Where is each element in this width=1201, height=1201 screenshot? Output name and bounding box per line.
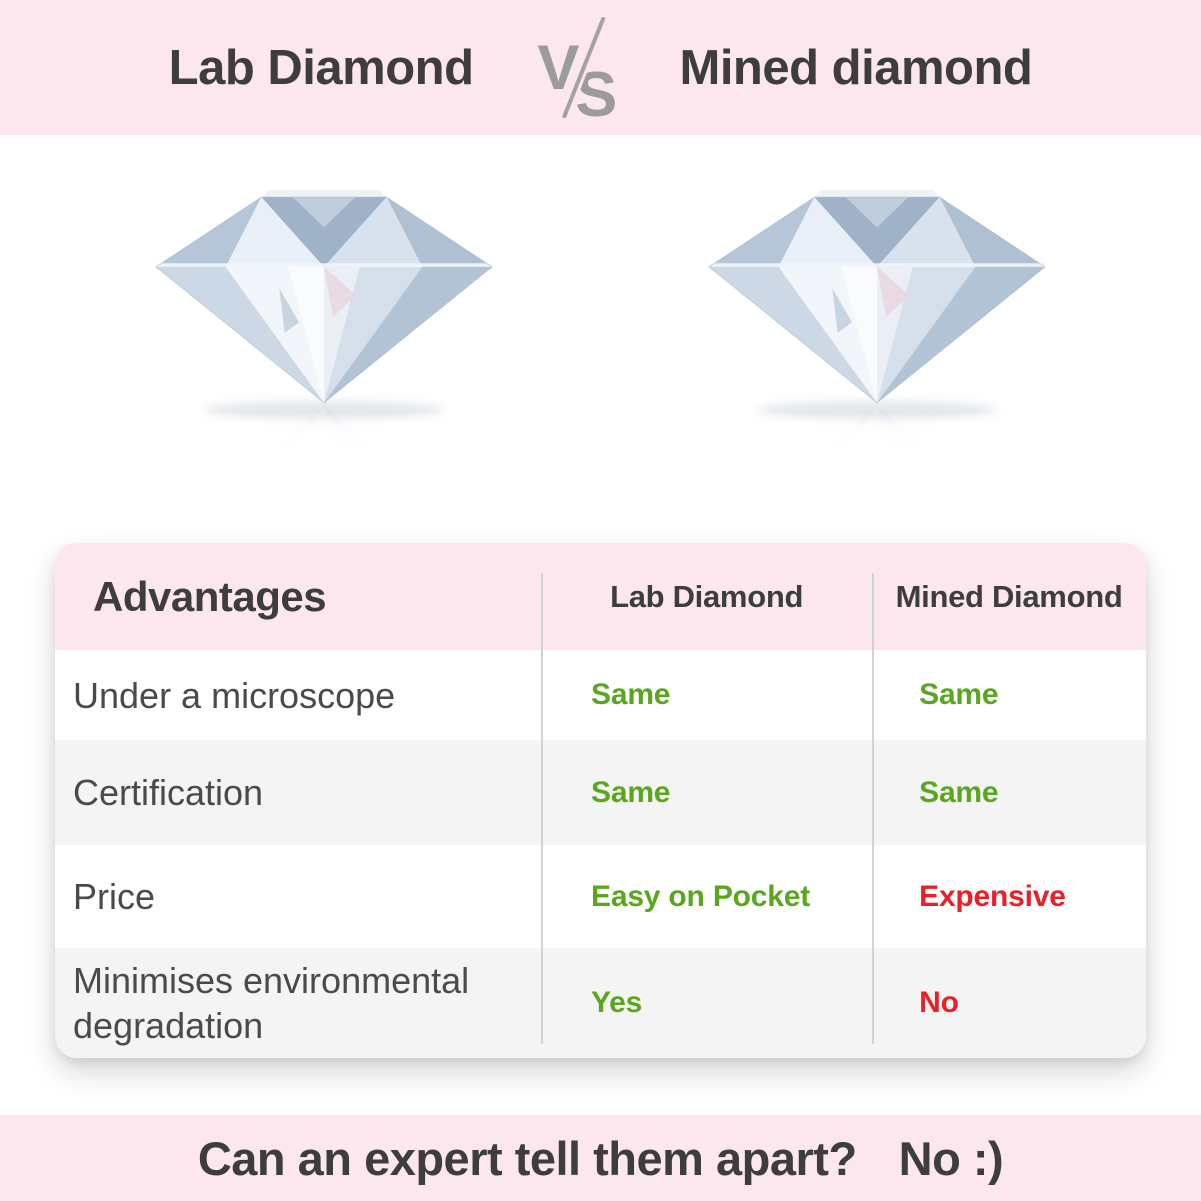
table-row: Certification Same Same bbox=[55, 740, 1146, 845]
vs-slash-line bbox=[561, 17, 605, 118]
table-row: Under a microscope Same Same bbox=[55, 650, 1146, 740]
footer-question: Can an expert tell them apart? bbox=[197, 1131, 857, 1185]
bottom-spacer bbox=[0, 1058, 1201, 1115]
comparison-table-card: Advantages Lab Diamond Mined Diamond Und… bbox=[55, 543, 1146, 1058]
mined-diamond-image bbox=[698, 181, 1056, 460]
lab-value: Same bbox=[591, 678, 671, 711]
footer-banner: Can an expert tell them apart? No :) bbox=[0, 1115, 1201, 1201]
row-label: Price bbox=[73, 876, 156, 917]
left-title: Lab Diamond bbox=[168, 40, 474, 95]
row-label: Minimises environmental degradation bbox=[73, 960, 470, 1046]
mined-value: Same bbox=[919, 678, 999, 711]
table-header-row: Advantages Lab Diamond Mined Diamond bbox=[55, 543, 1146, 650]
row-label: Under a microscope bbox=[73, 674, 396, 716]
row-label: Certification bbox=[73, 772, 264, 813]
column-divider bbox=[872, 573, 875, 1044]
lab-value: Yes bbox=[591, 986, 643, 1019]
lab-value: Easy on Pocket bbox=[591, 879, 810, 913]
mined-value: Expensive bbox=[919, 879, 1066, 913]
top-banner: Lab Diamond V S Mined diamond bbox=[0, 0, 1201, 135]
column-header-lab: Lab Diamond bbox=[610, 578, 804, 614]
table-row: Price Easy on Pocket Expensive bbox=[55, 845, 1146, 948]
vs-icon: V S bbox=[537, 17, 617, 118]
right-title: Mined diamond bbox=[679, 40, 1033, 95]
lab-value: Same bbox=[591, 775, 671, 809]
mined-value: Same bbox=[919, 775, 999, 809]
lab-diamond-image bbox=[145, 181, 503, 460]
column-divider bbox=[541, 573, 544, 1044]
table-row: Minimises environmental degradation Yes … bbox=[55, 948, 1146, 1058]
table-title: Advantages bbox=[93, 572, 327, 620]
hero-section bbox=[0, 135, 1201, 543]
footer-answer: No :) bbox=[898, 1131, 1004, 1185]
column-header-mined: Mined Diamond bbox=[895, 578, 1123, 614]
mined-value: No bbox=[919, 986, 959, 1019]
